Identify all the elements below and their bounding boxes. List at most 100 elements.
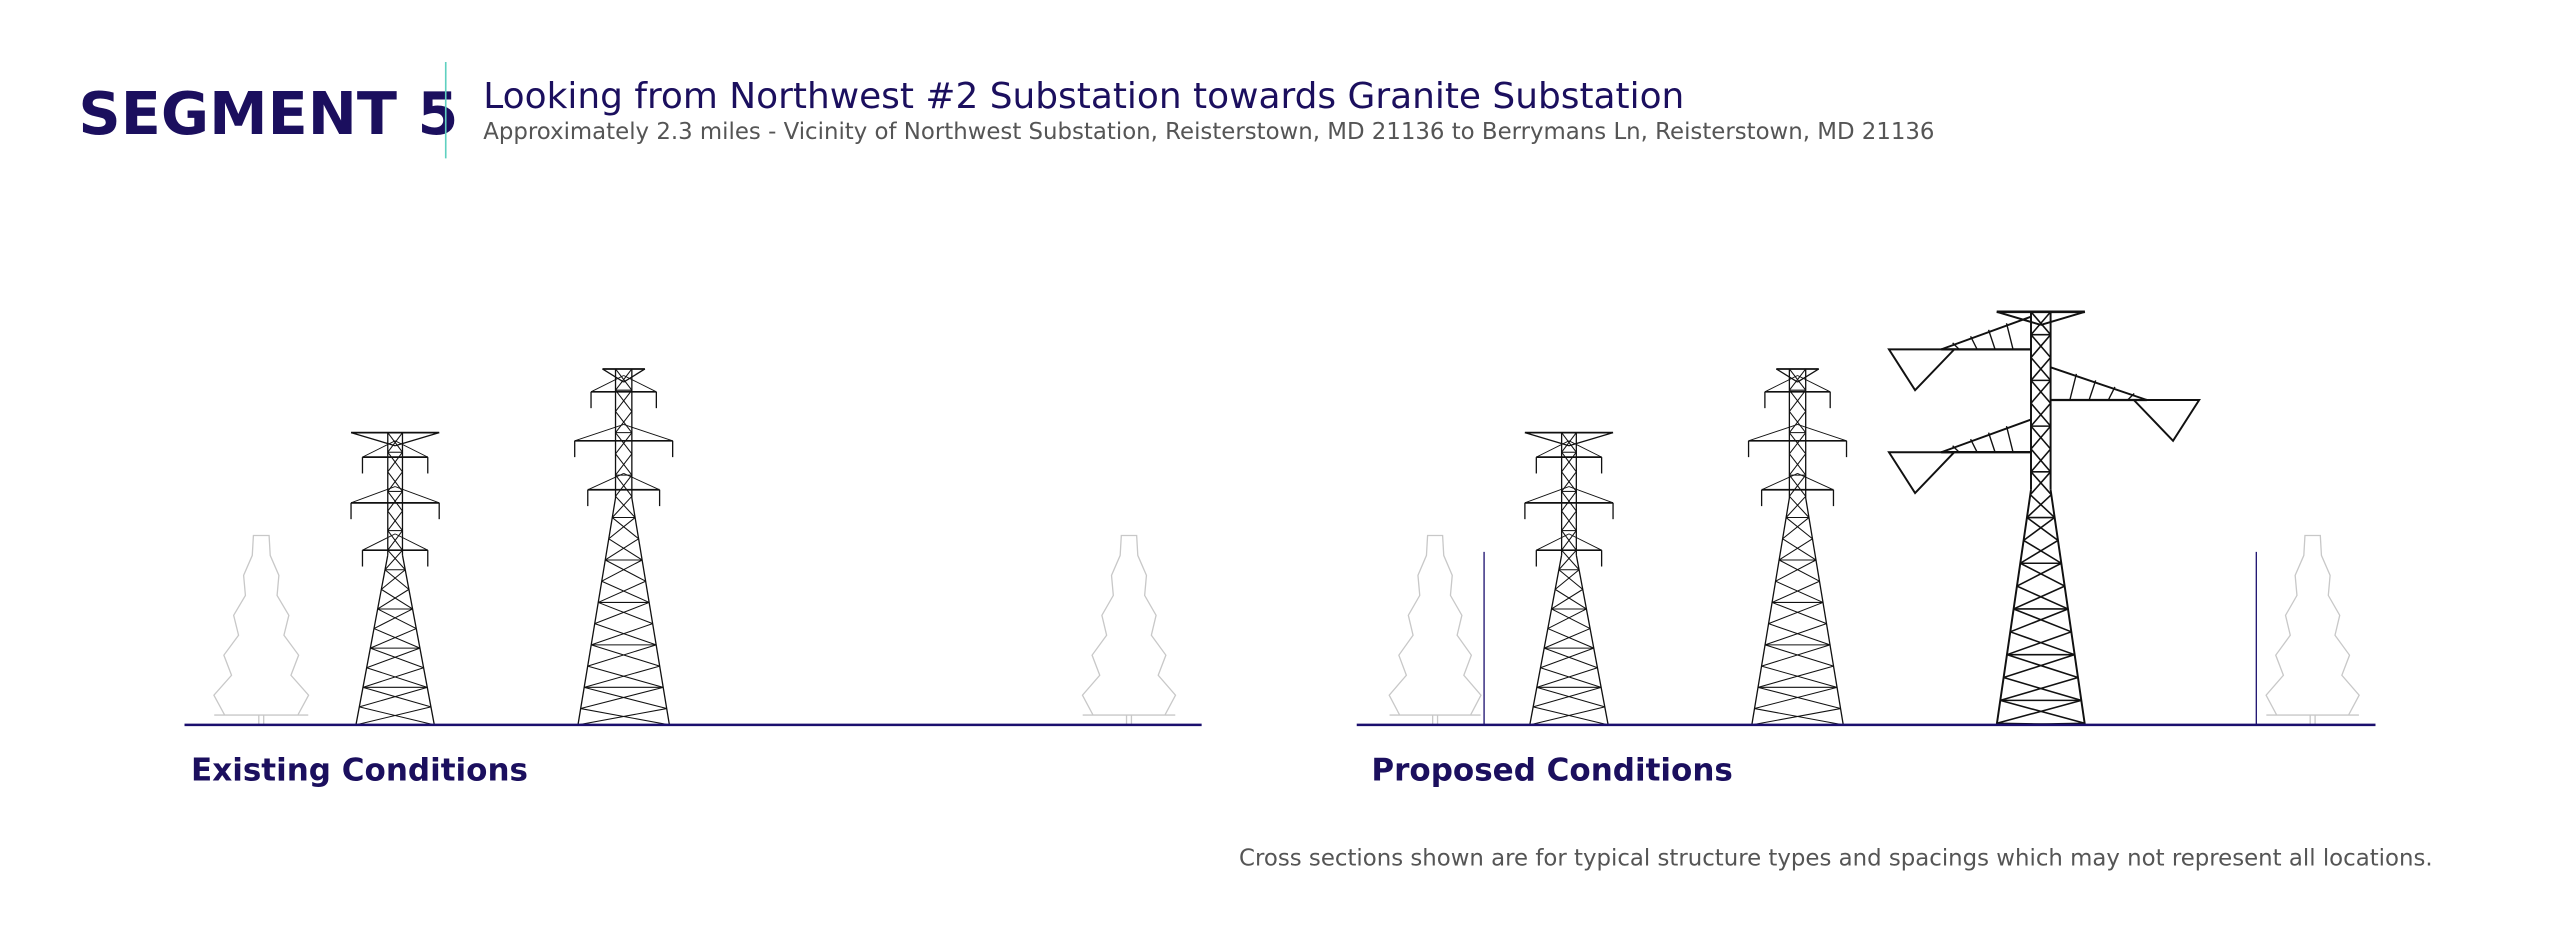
tower-member [601, 559, 643, 582]
tower-member [362, 686, 432, 708]
tower-member [2023, 539, 2062, 564]
tower-member [2000, 676, 2079, 702]
tower-member [611, 517, 639, 540]
page-subtitle: Approximately 2.3 miles - Vicinity of No… [483, 119, 1934, 145]
tower-member [587, 473, 624, 491]
tower-member [1558, 569, 1584, 590]
tower-member [2088, 380, 2097, 401]
tower-member [1543, 628, 1591, 649]
tower-member [2010, 608, 2069, 633]
tower-member [1987, 329, 1996, 350]
tower-member [2023, 516, 2056, 542]
tower-member [587, 644, 657, 667]
tower-member [1757, 686, 1841, 710]
tower-member [362, 440, 396, 458]
tower-member [1561, 510, 1577, 531]
tower-member [1940, 418, 2032, 454]
tower-member [370, 647, 424, 669]
tower-member [1771, 580, 1820, 603]
tower-member [381, 569, 406, 590]
tower-member [2019, 562, 2066, 587]
tower-member [1561, 549, 1580, 571]
tower-member [1788, 495, 1810, 518]
tower-member [1764, 644, 1834, 667]
tower-member [1547, 628, 1594, 649]
tower-member [1568, 432, 1614, 447]
tower-member [2026, 516, 2059, 542]
tower-member [387, 432, 403, 453]
tower-member [2127, 392, 2135, 401]
tower-member [598, 601, 653, 625]
tower-member [2030, 311, 2052, 336]
proposed-new-lattice-tower [1887, 310, 2201, 726]
tower-member [387, 530, 403, 551]
tower-member [623, 368, 646, 383]
tower-member [1764, 375, 1798, 393]
tower-member [1536, 686, 1605, 708]
tower-member [2030, 357, 2052, 381]
tower-member [1797, 368, 1820, 383]
tower-member [1778, 559, 1820, 582]
tower-member [2003, 676, 2082, 702]
tower-member [2016, 562, 2062, 587]
tower-member [1524, 486, 1570, 504]
tower-member [1969, 336, 1978, 350]
tower-member [574, 424, 624, 442]
tower-member [577, 708, 667, 726]
tower-member [608, 517, 636, 540]
tower-member [1940, 315, 2032, 351]
tower-member [2016, 585, 2069, 610]
tower-member [2030, 448, 2052, 473]
tower-member [623, 424, 673, 442]
tree-icon [213, 534, 310, 725]
tower-member [373, 628, 421, 649]
existing-conditions-label: Existing Conditions [191, 752, 528, 788]
tower-member [362, 533, 396, 551]
tower-member [387, 491, 403, 512]
tower-member [1529, 554, 1563, 726]
tower-member [1533, 686, 1602, 708]
double-circuit-tower-existing-large [574, 368, 674, 726]
tower-member [590, 375, 624, 393]
tree-icon [1388, 534, 1482, 725]
tower-member [1785, 517, 1813, 540]
tower-member [611, 495, 633, 518]
tower-member [1561, 491, 1577, 512]
tower-member [1996, 310, 2042, 326]
tower-member [1761, 473, 1798, 491]
tower-member [1561, 530, 1577, 551]
tower-member [1775, 559, 1817, 582]
tower-member [366, 647, 421, 669]
insulator-icon [2131, 399, 2201, 443]
tower-member [2006, 653, 2079, 679]
footer-note: Cross sections shown are for typical str… [1239, 845, 2433, 871]
tower-member [2040, 310, 2086, 326]
tower-member [2107, 386, 2116, 401]
tower-member [1785, 495, 1807, 518]
tower-member [2049, 489, 2086, 726]
tower-member [1797, 473, 1834, 491]
tower-member [1987, 432, 1996, 453]
tower-member [608, 538, 643, 561]
tower-member [401, 554, 435, 726]
insulator-icon [1887, 451, 1957, 495]
tower-member [615, 453, 633, 476]
tower-member [591, 644, 660, 667]
tower-member [1782, 517, 1810, 540]
tower-member [394, 533, 428, 551]
tower-member [1775, 580, 1824, 603]
tower-member [2030, 402, 2052, 427]
tower-member [1575, 554, 1609, 726]
tower-member [1754, 686, 1838, 710]
tower-member [394, 440, 428, 458]
tower-member [615, 432, 633, 455]
tower-member [355, 554, 389, 726]
tower-member [1748, 424, 1798, 442]
tower-member [394, 432, 440, 447]
tower-member [601, 580, 650, 603]
tower-member [394, 486, 440, 504]
tower-member [594, 601, 650, 625]
tower-member [1764, 623, 1827, 646]
tower-member [1771, 601, 1827, 625]
